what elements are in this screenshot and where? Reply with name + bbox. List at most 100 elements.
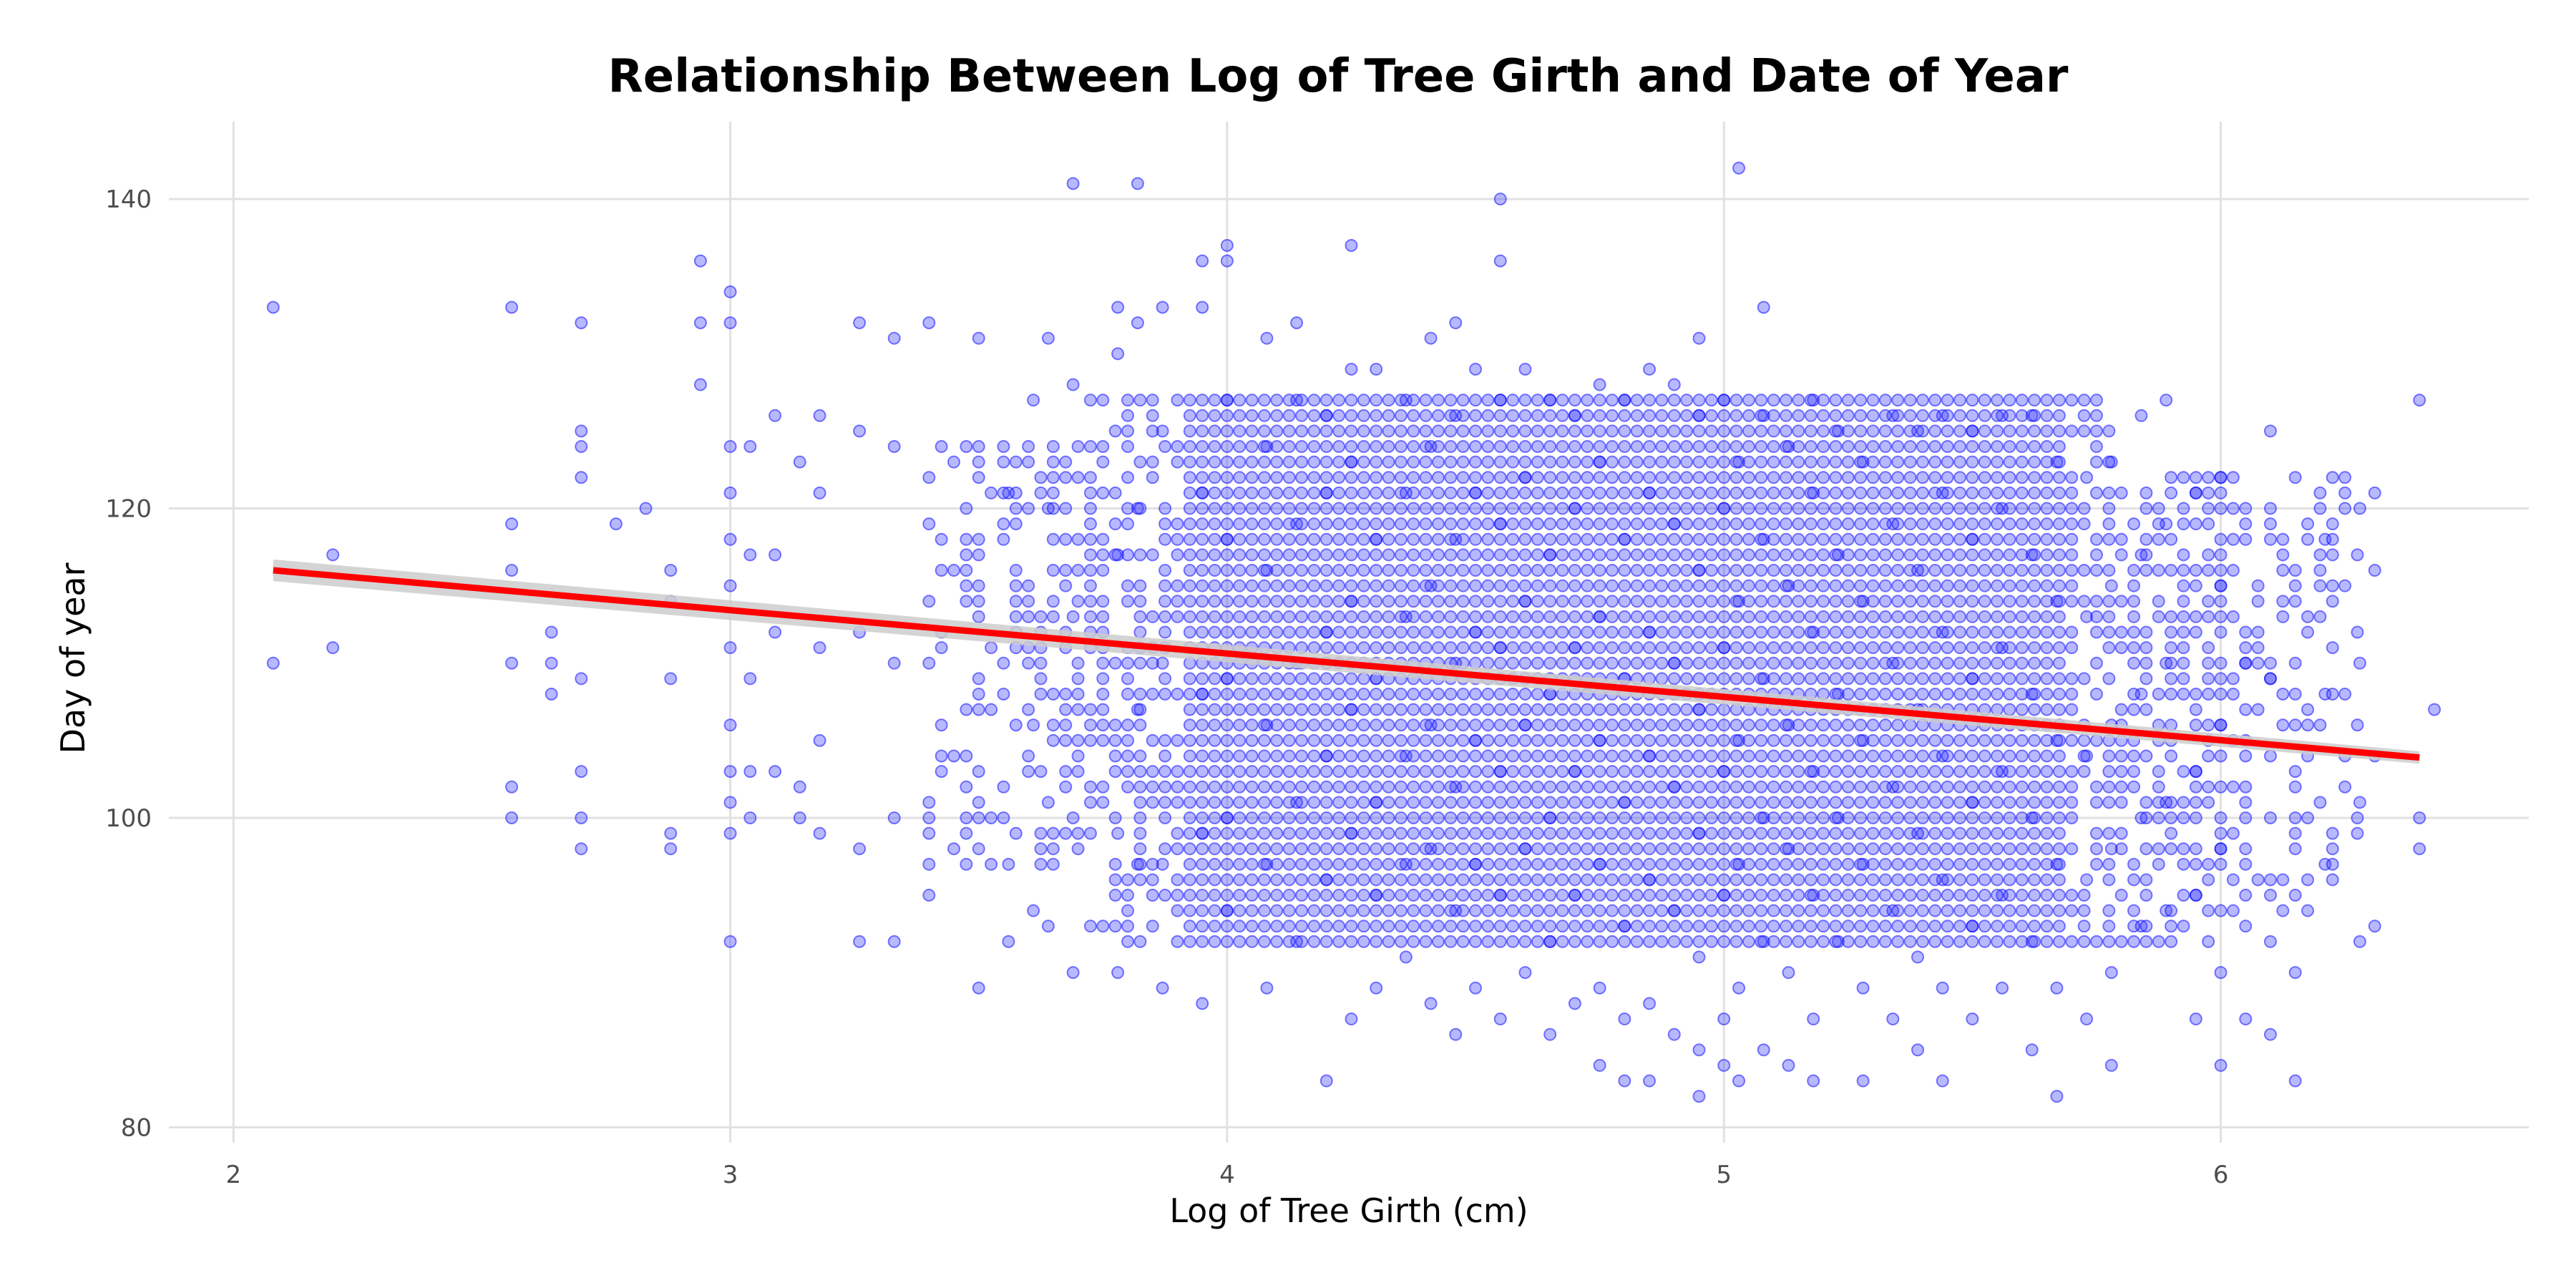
data-point bbox=[2028, 532, 2041, 546]
data-point bbox=[1878, 687, 1892, 701]
data-point bbox=[1941, 394, 1954, 407]
data-point bbox=[1332, 842, 1346, 856]
data-point bbox=[1618, 610, 1631, 623]
data-point bbox=[1059, 687, 1073, 701]
data-point bbox=[1618, 455, 1631, 469]
data-point bbox=[1643, 656, 1657, 670]
data-point bbox=[1307, 904, 1321, 917]
data-point bbox=[1941, 579, 1954, 592]
x-tick-label: 6 bbox=[2213, 1161, 2229, 1189]
data-point bbox=[2165, 826, 2178, 840]
data-point bbox=[1220, 502, 1234, 515]
data-point bbox=[1295, 826, 1309, 840]
data-point bbox=[2301, 811, 2315, 824]
data-point bbox=[1630, 904, 1644, 917]
data-point bbox=[1282, 517, 1296, 531]
data-point bbox=[1543, 826, 1557, 840]
data-point bbox=[1991, 641, 2004, 655]
data-point bbox=[2326, 826, 2339, 840]
data-point bbox=[1829, 486, 1843, 499]
data-point bbox=[1891, 610, 1905, 623]
data-point bbox=[1755, 579, 1768, 592]
data-point bbox=[1394, 811, 1407, 824]
data-point bbox=[1493, 192, 1507, 206]
data-point bbox=[1581, 904, 1594, 917]
data-point bbox=[1208, 502, 1221, 515]
data-point bbox=[2015, 904, 2029, 917]
data-point bbox=[1755, 548, 1768, 562]
data-point bbox=[1171, 765, 1184, 779]
data-point bbox=[1456, 687, 1470, 701]
data-point bbox=[2263, 424, 2277, 438]
data-point bbox=[960, 595, 973, 608]
data-point bbox=[1531, 548, 1544, 562]
data-point bbox=[1991, 532, 2004, 546]
data-point bbox=[1878, 733, 1892, 747]
data-point bbox=[1568, 904, 1581, 917]
data-point bbox=[1953, 455, 1967, 469]
data-point bbox=[1991, 796, 2004, 809]
data-point bbox=[1556, 564, 1569, 577]
data-point bbox=[2102, 749, 2116, 763]
data-point bbox=[1680, 749, 1694, 763]
data-point bbox=[1022, 455, 1035, 469]
data-point bbox=[1543, 455, 1557, 469]
data-point bbox=[1817, 796, 1830, 809]
data-point bbox=[2052, 610, 2066, 623]
data-point bbox=[1220, 857, 1234, 871]
data-point bbox=[2288, 826, 2302, 840]
data-point bbox=[2080, 1013, 2094, 1026]
data-point bbox=[1531, 564, 1544, 577]
data-point bbox=[2065, 564, 2079, 577]
data-point bbox=[1543, 548, 1557, 562]
data-point bbox=[1966, 811, 1979, 824]
data-point bbox=[1419, 641, 1433, 655]
data-point bbox=[1916, 733, 1929, 747]
data-point bbox=[1941, 517, 1954, 531]
data-point bbox=[1407, 935, 1420, 948]
data-point bbox=[1444, 471, 1458, 484]
data-point bbox=[1717, 641, 1731, 655]
data-point bbox=[1208, 579, 1221, 592]
data-point bbox=[1966, 842, 1979, 856]
data-point bbox=[1655, 610, 1669, 623]
data-point bbox=[2165, 486, 2178, 499]
data-point bbox=[2202, 641, 2215, 655]
data-point bbox=[1903, 656, 1917, 670]
data-point bbox=[1593, 935, 1606, 948]
data-point bbox=[1319, 486, 1333, 499]
x-tick-label: 3 bbox=[723, 1161, 738, 1189]
data-point bbox=[1916, 811, 1929, 824]
data-point bbox=[1817, 733, 1830, 747]
data-point bbox=[1196, 548, 1209, 562]
data-point bbox=[1841, 455, 1855, 469]
data-point bbox=[1208, 517, 1221, 531]
data-point bbox=[1220, 254, 1234, 268]
data-point bbox=[1022, 579, 1035, 592]
data-point bbox=[1928, 765, 1942, 779]
data-point bbox=[1991, 672, 2004, 686]
data-point bbox=[2015, 765, 2029, 779]
data-point bbox=[1419, 703, 1433, 716]
data-point bbox=[1779, 796, 1792, 809]
data-point bbox=[1444, 889, 1458, 902]
data-point bbox=[1755, 517, 1768, 531]
data-point bbox=[1270, 564, 1284, 577]
data-point bbox=[1233, 564, 1246, 577]
data-point bbox=[1319, 532, 1333, 546]
data-point bbox=[2326, 857, 2339, 871]
data-point bbox=[1618, 625, 1631, 639]
data-point bbox=[1345, 904, 1358, 917]
data-point bbox=[1469, 471, 1483, 484]
data-point bbox=[1742, 733, 1755, 747]
data-point bbox=[1856, 1074, 1870, 1088]
data-point bbox=[1059, 780, 1073, 794]
data-point bbox=[1270, 889, 1284, 902]
data-point bbox=[1605, 394, 1619, 407]
data-point bbox=[2214, 532, 2228, 546]
data-point bbox=[1841, 579, 1855, 592]
data-point bbox=[1605, 625, 1619, 639]
data-point bbox=[2338, 486, 2352, 499]
data-point bbox=[769, 548, 782, 562]
data-point bbox=[1357, 548, 1370, 562]
